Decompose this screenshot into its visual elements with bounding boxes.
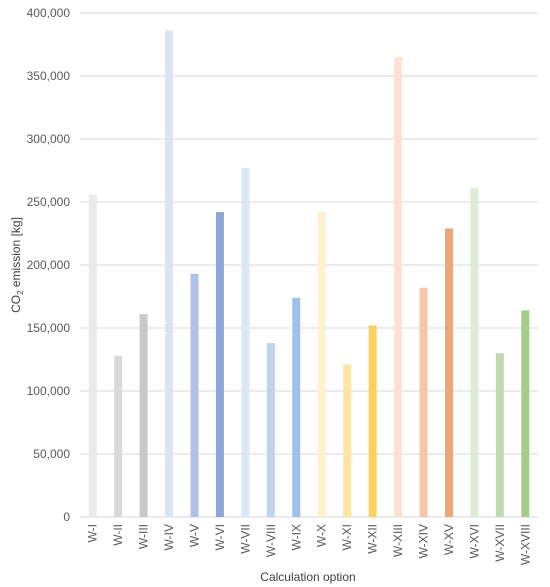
bar-w-i: [88, 194, 97, 517]
x-tick-label: W-XVI: [467, 524, 481, 558]
y-tick-label: 400,000: [27, 6, 71, 20]
bar-w-xi: [343, 364, 352, 517]
y-axis-title: CO2 emission [kg]: [9, 217, 25, 313]
x-tick-label: W-XI: [340, 524, 354, 550]
x-tick-label: W-XVII: [493, 524, 507, 562]
bar-w-xvii: [495, 353, 504, 517]
x-axis-ticks: W-I W-II W-III W-IV W-V W-VI W-VII W-VIII W-IX W-…: [86, 524, 533, 565]
bar-w-viii: [266, 343, 275, 517]
bar-w-xiv: [419, 287, 428, 517]
x-tick-label: W-XII: [366, 524, 380, 554]
bar-w-xv: [444, 228, 453, 517]
bar-w-ii: [114, 355, 123, 517]
x-tick-label: W-IX: [289, 524, 303, 550]
gridlines: [80, 12, 538, 518]
x-tick-label: W-XVIII: [518, 524, 532, 565]
y-tick-label: 300,000: [27, 132, 71, 146]
y-axis-title-sub: 2: [16, 290, 25, 295]
bar-w-xvi: [470, 188, 479, 517]
bar-w-xiii: [394, 57, 403, 517]
y-tick-label: 200,000: [27, 258, 71, 272]
x-tick-label: W-VIII: [264, 524, 278, 557]
x-tick-label: W-IV: [162, 524, 176, 550]
bar-w-x: [317, 212, 326, 517]
x-tick-label: W-XV: [442, 524, 456, 555]
y-tick-label: 100,000: [27, 384, 71, 398]
y-tick-label: 0: [63, 510, 70, 524]
bar-w-vi: [215, 212, 224, 517]
y-tick-label: 150,000: [27, 321, 71, 335]
bar-w-iv: [165, 30, 174, 517]
x-tick-label: W-III: [137, 524, 151, 549]
x-tick-label: W-V: [188, 524, 202, 547]
x-tick-label: W-XIII: [391, 524, 405, 557]
bar-w-iii: [139, 314, 148, 517]
y-axis-title-post: emission [kg]: [9, 217, 23, 290]
x-tick-label: W-XIV: [417, 524, 431, 558]
y-tick-label: 50,000: [33, 447, 70, 461]
y-tick-label: 250,000: [27, 195, 71, 209]
x-tick-label: W-X: [315, 524, 329, 547]
x-axis-title: Calculation option: [260, 570, 355, 584]
x-tick-label: W-VII: [238, 524, 252, 554]
y-axis-title-pre: CO: [9, 295, 23, 313]
bars: [88, 30, 530, 518]
y-tick-label: 350,000: [27, 69, 71, 83]
y-axis-ticks: 0 50,000 100,000 150,000 200,000 250,000 300,0…: [27, 6, 71, 524]
bar-w-v: [190, 273, 199, 517]
x-tick-label: W-VI: [213, 524, 227, 550]
bar-w-xviii: [521, 310, 530, 517]
x-tick-label: W-II: [111, 524, 125, 546]
bar-w-vii: [241, 167, 250, 518]
bar-w-xii: [368, 325, 377, 517]
bar-w-ix: [292, 297, 301, 517]
x-tick-label: W-I: [86, 524, 100, 542]
